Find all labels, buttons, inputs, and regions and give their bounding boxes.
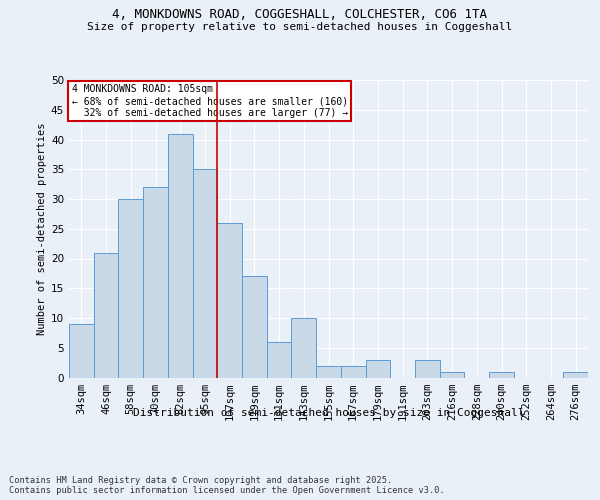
Text: 4 MONKDOWNS ROAD: 105sqm
← 68% of semi-detached houses are smaller (160)
  32% o: 4 MONKDOWNS ROAD: 105sqm ← 68% of semi-d…	[71, 84, 348, 117]
Bar	[440, 372, 464, 378]
Bar	[69, 324, 94, 378]
Text: Contains HM Land Registry data © Crown copyright and database right 2025.
Contai: Contains HM Land Registry data © Crown c…	[9, 476, 445, 495]
Bar	[292, 318, 316, 378]
Bar	[563, 372, 588, 378]
Y-axis label: Number of semi-detached properties: Number of semi-detached properties	[37, 122, 47, 335]
Bar	[267, 342, 292, 378]
Bar	[242, 276, 267, 378]
Bar	[193, 169, 217, 378]
Bar	[118, 199, 143, 378]
Bar	[341, 366, 365, 378]
Bar	[489, 372, 514, 378]
Bar	[415, 360, 440, 378]
Text: 4, MONKDOWNS ROAD, COGGESHALL, COLCHESTER, CO6 1TA: 4, MONKDOWNS ROAD, COGGESHALL, COLCHESTE…	[113, 8, 487, 20]
Text: Size of property relative to semi-detached houses in Coggeshall: Size of property relative to semi-detach…	[88, 22, 512, 32]
Bar	[94, 252, 118, 378]
Bar	[365, 360, 390, 378]
Bar	[316, 366, 341, 378]
Bar	[143, 187, 168, 378]
Text: Distribution of semi-detached houses by size in Coggeshall: Distribution of semi-detached houses by …	[133, 408, 524, 418]
Bar	[168, 134, 193, 378]
Bar	[217, 223, 242, 378]
